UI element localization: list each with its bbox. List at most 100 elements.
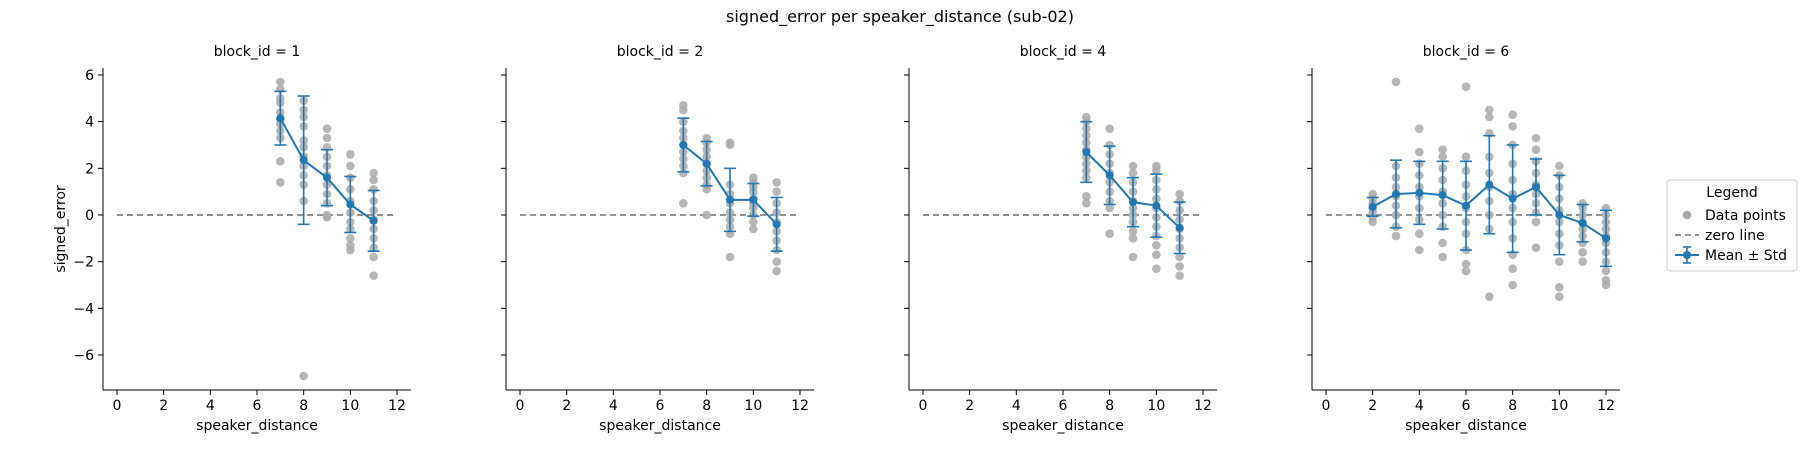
- data-point: [1578, 238, 1587, 248]
- data-point: [702, 210, 711, 220]
- mean-marker: [679, 141, 688, 149]
- data-point: [1531, 243, 1541, 252]
- data-point: [1531, 217, 1541, 227]
- panel-2: block_id = 2 0 2 4 6 8 10 12 speaker_distance: [501, 44, 814, 434]
- data-points: [276, 77, 378, 381]
- mean-marker: [772, 220, 781, 229]
- mean-marker: [1438, 191, 1447, 200]
- data-point: [369, 175, 378, 185]
- data-point: [1461, 82, 1471, 91]
- mean-marker: [1082, 148, 1091, 156]
- mean-marker: [1152, 201, 1161, 210]
- figure-title: signed_error per speaker_distance (sub-0…: [726, 7, 1074, 27]
- x-tick-label: 12: [1194, 398, 1212, 414]
- mean-marker: [1105, 171, 1114, 180]
- data-point: [1175, 189, 1184, 199]
- mean-marker: [1462, 201, 1470, 210]
- y-tick-label: 2: [85, 161, 94, 177]
- mean-marker: [276, 114, 285, 123]
- legend-points-marker: [1682, 210, 1692, 220]
- data-point: [749, 217, 758, 227]
- legend: Legend Data points zero line Mean ± Std: [1666, 179, 1798, 272]
- data-point: [1555, 257, 1564, 266]
- data-point: [772, 178, 781, 187]
- data-point: [1578, 257, 1587, 266]
- panel-title: block_id = 6: [1423, 44, 1510, 60]
- x-axis-label: speaker_distance: [1405, 418, 1527, 434]
- error-bars: [274, 90, 380, 252]
- x-tick-label: 2: [965, 398, 974, 414]
- mean-marker: [1508, 194, 1517, 203]
- data-point: [346, 150, 355, 159]
- data-point: [679, 199, 688, 208]
- x-tick-label: 8: [1105, 398, 1114, 414]
- y-tick-label: −2: [73, 255, 94, 271]
- data-point: [772, 187, 781, 196]
- x-tick-label: 4: [609, 398, 618, 414]
- data-point: [1555, 292, 1564, 301]
- mean-marker: [369, 216, 378, 225]
- data-point: [346, 245, 355, 255]
- data-point: [1175, 196, 1184, 206]
- data-point: [1105, 229, 1114, 238]
- y-axis-label: signed_error: [53, 185, 69, 273]
- y-tick-label: 6: [85, 68, 94, 84]
- legend-entry-mean-std: Mean ± Std: [1705, 248, 1787, 264]
- data-point: [1438, 238, 1447, 248]
- x-tick-label: 10: [1147, 398, 1165, 414]
- data-point: [749, 224, 758, 234]
- legend-entry-zero-line: zero line: [1705, 228, 1765, 244]
- data-point: [1175, 252, 1184, 262]
- data-point: [1508, 280, 1517, 290]
- data-point: [1128, 161, 1138, 171]
- data-point: [1152, 241, 1161, 250]
- data-point: [772, 257, 781, 266]
- data-point: [1152, 166, 1161, 175]
- data-point: [1438, 145, 1447, 154]
- data-point: [1578, 248, 1587, 257]
- data-point: [1368, 217, 1377, 227]
- x-tick-label: 10: [341, 398, 359, 414]
- data-point: [346, 161, 355, 171]
- x-tick-label: 2: [562, 398, 571, 414]
- data-point: [346, 234, 355, 243]
- data-point: [1461, 152, 1471, 161]
- x-tick-label: 8: [702, 398, 711, 414]
- x-tick-label: 12: [388, 398, 406, 414]
- x-tick-label: 0: [113, 398, 122, 414]
- mean-marker: [1129, 198, 1137, 207]
- panel-4: block_id = 6 0 2 4 6 8 10 12 speaker_distance: [1307, 44, 1620, 434]
- mean-marker: [726, 195, 734, 204]
- mean-marker: [1602, 234, 1610, 243]
- data-point: [322, 213, 332, 222]
- legend-entry-data-points: Data points: [1705, 208, 1786, 224]
- x-tick-label: 12: [1597, 398, 1615, 414]
- x-axis-label: speaker_distance: [599, 418, 721, 434]
- data-point: [1601, 266, 1611, 276]
- y-tick-label: 0: [85, 208, 94, 224]
- x-tick-label: 10: [744, 398, 762, 414]
- data-point: [1555, 161, 1564, 171]
- error-bars: [1366, 134, 1612, 268]
- data-point: [1415, 124, 1424, 133]
- legend-box: [1666, 179, 1798, 272]
- data-point: [725, 140, 735, 150]
- mean-marker: [346, 200, 355, 209]
- data-point: [1415, 245, 1424, 255]
- mean-marker: [1555, 211, 1564, 219]
- x-axis-label: speaker_distance: [196, 418, 318, 434]
- mean-marker: [1485, 180, 1494, 189]
- mean-marker: [1532, 183, 1540, 191]
- data-point: [322, 124, 332, 133]
- data-point: [1415, 229, 1424, 238]
- data-point: [1128, 227, 1138, 236]
- data-point: [1082, 192, 1091, 201]
- x-tick-label: 6: [1059, 398, 1068, 414]
- y-tick-label: −6: [73, 348, 94, 364]
- data-point: [276, 157, 285, 166]
- x-tick-label: 6: [253, 398, 262, 414]
- data-point: [1175, 262, 1184, 271]
- mean-marker: [1392, 190, 1400, 198]
- data-point: [1485, 292, 1494, 301]
